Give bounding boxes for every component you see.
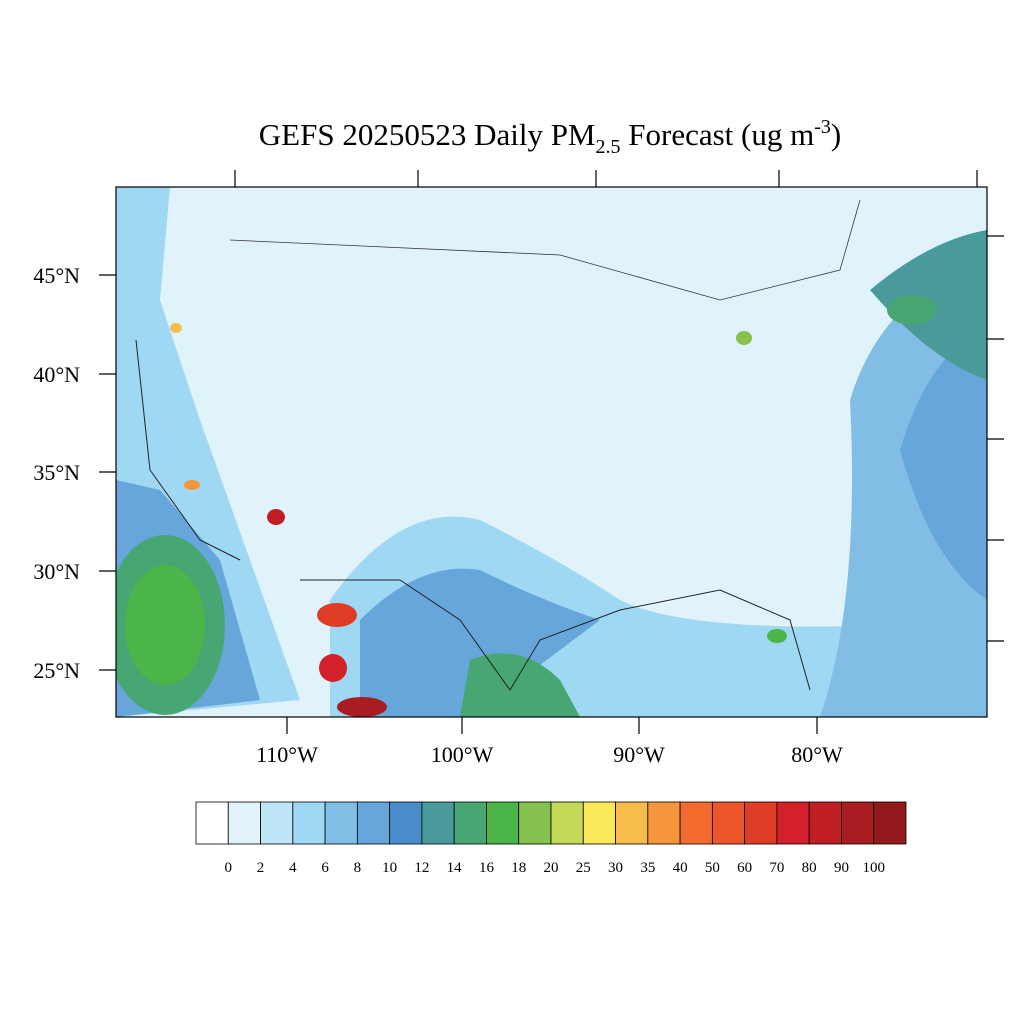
colorbar-box [615, 801, 649, 845]
lon-label: 80°W [791, 742, 843, 767]
colorbar-label: 6 [321, 860, 329, 876]
colorbar-box [518, 801, 552, 845]
colorbar-box [776, 801, 810, 845]
title-main: GEFS 20250523 Daily PM [259, 117, 596, 152]
map-field [116, 187, 987, 717]
colorbar-box [808, 801, 842, 845]
title-superscript: -3 [814, 116, 831, 138]
colorbar-label: 70 [769, 860, 784, 876]
colorbar-label: 30 [608, 860, 623, 876]
lon-label: 110°W [256, 742, 318, 767]
colorbar-label: 60 [737, 860, 752, 876]
title-middle: Forecast (ug m [621, 117, 815, 152]
colorbar-box [679, 801, 713, 845]
lat-label: 35°N [33, 460, 80, 485]
colorbar-label: 50 [705, 860, 720, 876]
colorbar-box [227, 801, 261, 845]
axis-ticks [99, 170, 1004, 734]
colorbar-label: 90 [834, 860, 849, 876]
colorbar-box [389, 801, 423, 845]
lon-label: 90°W [613, 742, 665, 767]
colorbar-box [711, 801, 746, 845]
colorbar-box [647, 801, 681, 845]
colorbar-label: 4 [289, 860, 297, 876]
colorbar-label: 25 [576, 860, 591, 876]
colorbar-label: 10 [382, 860, 397, 876]
colorbar-label: 20 [544, 860, 559, 876]
colorbar-box [421, 801, 455, 845]
lat-label: 25°N [33, 658, 80, 683]
colorbar-box [744, 801, 778, 845]
title-end: ) [831, 117, 841, 152]
lat-label: 45°N [33, 263, 80, 288]
colorbar-label: 8 [354, 860, 362, 876]
map-frame [115, 186, 988, 718]
colorbar-label: 2 [257, 860, 265, 876]
colorbar-label: 18 [511, 860, 526, 876]
lon-label: 100°W [431, 742, 494, 767]
colorbar-label: 14 [447, 860, 463, 876]
colorbar-box [260, 801, 294, 845]
title: GEFS 20250523 Daily PM2.5 Forecast (ug m… [259, 116, 841, 158]
colorbar-box [550, 801, 584, 845]
colorbar-label: 100 [862, 860, 885, 876]
colorbar-box [195, 801, 229, 845]
colorbar-label: 16 [479, 860, 495, 876]
lat-label: 30°N [33, 559, 80, 584]
colorbar-label: 12 [414, 860, 429, 876]
colorbar-box [292, 801, 326, 845]
colorbar-box [356, 801, 391, 845]
title-subscript: 2.5 [596, 136, 621, 158]
colorbar-box [324, 801, 358, 845]
colorbar-box [453, 801, 487, 845]
colorbar-label: 0 [225, 860, 233, 876]
colorbar-box [582, 801, 616, 845]
colorbar-label: 40 [673, 860, 688, 876]
colorbar-box [486, 801, 520, 845]
lat-label: 40°N [33, 362, 80, 387]
colorbar-label: 35 [640, 860, 655, 876]
colorbar-box [873, 801, 907, 845]
colorbar-box [841, 801, 875, 845]
colorbar-label: 80 [802, 860, 817, 876]
